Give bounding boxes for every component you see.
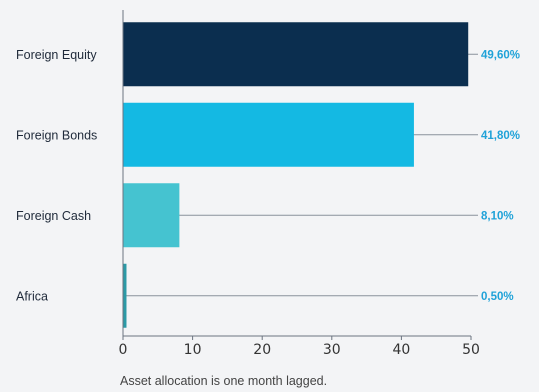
leader-lines bbox=[123, 53, 478, 297]
x-tick-label: 10 bbox=[184, 342, 202, 358]
x-tick-label: 40 bbox=[392, 342, 410, 358]
value-label: 41,80% bbox=[481, 130, 520, 142]
value-label: 49,60% bbox=[481, 49, 520, 61]
x-tick-label: 50 bbox=[462, 342, 480, 358]
category-label: Foreign Bonds bbox=[16, 128, 97, 142]
value-labels: 49,60% 41,80% 8,10% 0,50% bbox=[481, 49, 520, 303]
x-tick-label: 20 bbox=[253, 342, 271, 358]
value-label: 8,10% bbox=[481, 210, 514, 222]
bar-foreign-equity bbox=[123, 22, 469, 87]
category-label: Africa bbox=[16, 289, 48, 303]
category-label: Foreign Cash bbox=[16, 209, 91, 223]
value-label: 0,50% bbox=[481, 291, 514, 303]
footnote: Asset allocation is one month lagged. bbox=[120, 374, 327, 388]
category-labels: Foreign Equity Foreign Bonds Foreign Cash A… bbox=[16, 48, 97, 304]
x-ticks: 0 10 20 30 40 50 bbox=[119, 336, 480, 358]
bars bbox=[123, 22, 469, 328]
x-tick-label: 0 bbox=[119, 342, 128, 358]
bar-foreign-bonds bbox=[123, 102, 414, 167]
bar-africa bbox=[123, 263, 127, 328]
x-tick-label: 30 bbox=[323, 342, 341, 358]
bar-foreign-cash bbox=[123, 183, 180, 248]
category-label: Foreign Equity bbox=[16, 48, 97, 62]
